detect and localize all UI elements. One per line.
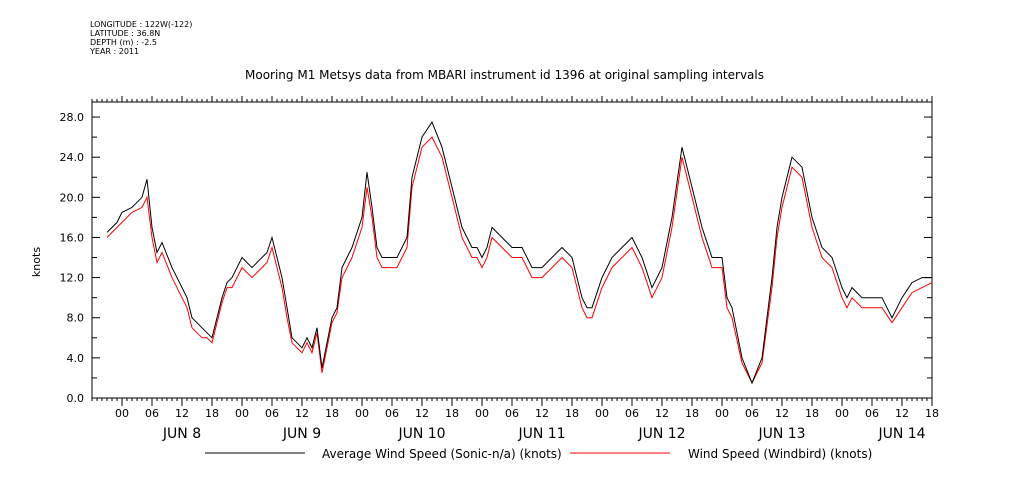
x-tick-label: 18 <box>565 407 579 420</box>
tick-layer: 00 06 12 18 00 06 12 18 00 06 12 18 00 06 12 18 00 06 12 18… <box>60 96 939 442</box>
y-tick-label: 12.0 <box>60 272 85 285</box>
legend-label-black: Average Wind Speed (Sonic-n/a) (knots) <box>322 447 562 461</box>
x-tick-label: 12 <box>655 407 669 420</box>
year-text: YEAR : 2011 <box>90 47 140 56</box>
x-tick-label: 00 <box>715 407 729 420</box>
x-tick-label: 00 <box>115 407 129 420</box>
y-tick-label: 16.0 <box>60 231 85 244</box>
x-tick-label: 06 <box>385 407 399 420</box>
y-axis-label: knots <box>30 247 43 277</box>
x-tick-label: 00 <box>235 407 249 420</box>
legend-label-red: Wind Speed (Windbird) (knots) <box>688 447 872 461</box>
x-tick-label: 06 <box>145 407 159 420</box>
x-day-label: JUN 12 <box>637 426 685 442</box>
x-tick-label: 06 <box>265 407 279 420</box>
latitude-text: LATITUDE : 36.8N <box>90 29 161 38</box>
x-day-label: JUN 11 <box>517 426 565 442</box>
plot-frame <box>91 101 933 399</box>
y-tick-label: 20.0 <box>60 191 85 204</box>
x-tick-label: 18 <box>325 407 339 420</box>
x-tick-label: 12 <box>895 407 909 420</box>
x-tick-label: 06 <box>745 407 759 420</box>
x-tick-label: 18 <box>925 407 939 420</box>
y-tick-label: 8.0 <box>67 312 85 325</box>
legend: Average Wind Speed (Sonic-n/a) (knots) W… <box>205 447 872 461</box>
depth-text: DEPTH (m) : -2.5 <box>90 38 157 47</box>
x-tick-label: 12 <box>415 407 429 420</box>
x-tick-label: 18 <box>205 407 219 420</box>
y-tick-label: 0.0 <box>67 392 85 405</box>
longitude-text: LONGITUDE : 122W(-122) <box>90 20 193 29</box>
x-tick-label: 00 <box>595 407 609 420</box>
x-day-label: JUN 10 <box>397 426 445 442</box>
plot-frame-layer <box>91 101 933 399</box>
x-tick-label: 12 <box>775 407 789 420</box>
x-day-label: JUN 9 <box>282 426 321 442</box>
x-tick-label: 18 <box>445 407 459 420</box>
y-tick-label: 24.0 <box>60 151 85 164</box>
x-tick-label: 00 <box>355 407 369 420</box>
x-tick-label: 06 <box>505 407 519 420</box>
series-line-windbird <box>106 136 933 385</box>
chart-title: Mooring M1 Metsys data from MBARI instru… <box>245 68 764 82</box>
x-tick-label: 06 <box>625 407 639 420</box>
x-tick-label: 18 <box>685 407 699 420</box>
x-tick-label: 18 <box>805 407 819 420</box>
x-tick-label: 12 <box>535 407 549 420</box>
x-tick-label: 12 <box>175 407 189 420</box>
x-tick-label: 00 <box>835 407 849 420</box>
x-tick-label: 00 <box>475 407 489 420</box>
y-tick-label: 4.0 <box>67 352 85 365</box>
series-layer <box>106 121 933 385</box>
metadata-block: LONGITUDE : 122W(-122) LATITUDE : 36.8N … <box>90 20 192 56</box>
series-line-sonic <box>106 121 932 385</box>
x-tick-label: 12 <box>295 407 309 420</box>
x-day-label: JUN 8 <box>162 426 201 442</box>
x-day-label: JUN 13 <box>757 426 805 442</box>
y-tick-label: 28.0 <box>60 111 85 124</box>
x-day-label: JUN 14 <box>877 426 925 442</box>
x-tick-label: 06 <box>865 407 879 420</box>
